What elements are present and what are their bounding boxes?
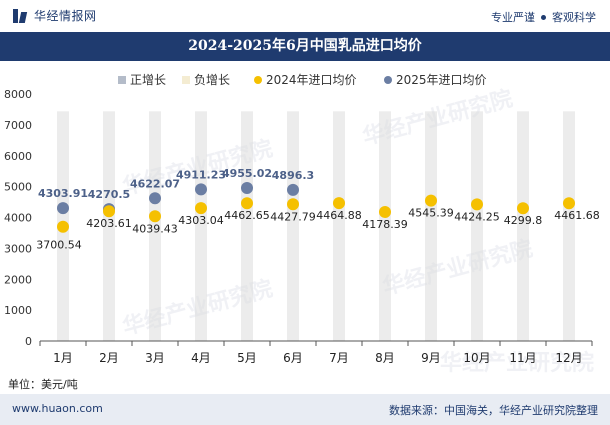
legend-label: 负增长: [194, 73, 230, 87]
background-band: [195, 111, 207, 341]
slogan-left: 专业严谨: [491, 11, 535, 24]
x-tick-label: 6月: [283, 351, 303, 365]
y-tick-label: 4000: [4, 212, 32, 225]
legend-swatch: [254, 76, 262, 84]
background-band: [425, 111, 437, 341]
point-2024: [287, 198, 299, 211]
background-band: [103, 111, 115, 341]
background-band: [287, 111, 299, 341]
x-tick-label: 8月: [375, 351, 395, 365]
site-url: www.huaon.com: [12, 402, 103, 415]
y-tick-label: 1000: [4, 304, 32, 317]
x-tick-label: 5月: [237, 351, 257, 365]
point-2025: [149, 192, 161, 205]
brand-name: 华经情报网: [34, 9, 97, 23]
point-2024: [379, 205, 391, 218]
point-2024: [517, 202, 529, 215]
title-bar: 2024-2025年6月中国乳品进口均价: [0, 32, 610, 61]
x-tick-label: 1月: [53, 351, 73, 365]
legend-label: 2025年进口均价: [396, 73, 487, 87]
y-axis: 0 1000 2000 3000 4000 5000 6000 7000 8000: [4, 88, 32, 348]
background-band: [333, 111, 345, 341]
y-tick-label: 0: [25, 335, 32, 348]
brand: 华经情报网: [12, 7, 97, 24]
label-2025: 4303.91: [38, 187, 88, 200]
slogan-right: 客观科学: [552, 11, 596, 24]
x-tick-label: 11月: [509, 351, 536, 365]
y-tick-label: 7000: [4, 119, 32, 132]
label-2024: 4424.25: [454, 210, 500, 223]
slogan: 专业严谨 客观科学: [491, 9, 596, 25]
point-2024: [149, 210, 161, 223]
label-2025: 4622.07: [130, 177, 180, 190]
brand-logo-icon: [12, 8, 28, 24]
x-tick-label: 2月: [99, 351, 119, 365]
label-2024: 4427.79: [270, 210, 316, 223]
point-2024: [241, 197, 253, 210]
label-2024: 4178.39: [362, 218, 408, 231]
legend-label: 正增长: [130, 73, 166, 87]
point-2024: [425, 194, 437, 207]
chart-title: 2024-2025年6月中国乳品进口均价: [188, 38, 422, 54]
x-tick-label: 10月: [463, 351, 490, 365]
point-2024: [471, 198, 483, 211]
background-band: [471, 111, 483, 341]
x-tick-label: 12月: [555, 351, 582, 365]
footer: www.huaon.com 数据来源：中国海关，华经产业研究院整理: [0, 394, 610, 425]
label-2024: 4461.68: [554, 209, 600, 222]
data-marks: [57, 182, 575, 233]
label-2024: 4545.39: [408, 207, 454, 220]
legend-swatch: [182, 76, 190, 84]
point-2024: [333, 197, 345, 210]
legend: 正增长 负增长 2024年进口均价 2025年进口均价: [118, 73, 487, 87]
y-tick-label: 6000: [4, 150, 32, 163]
point-2025: [57, 202, 69, 215]
background-band: [241, 111, 253, 341]
y-tick-label: 3000: [4, 242, 32, 255]
data-source: 数据来源：中国海关，华经产业研究院整理: [389, 404, 598, 417]
background-band: [517, 111, 529, 341]
point-2024: [563, 197, 575, 210]
label-2025: 4896.3: [272, 169, 314, 182]
point-2025: [287, 183, 299, 196]
label-2024: 4299.8: [504, 214, 543, 227]
legend-label: 2024年进口均价: [266, 73, 357, 87]
label-2024: 4464.88: [316, 209, 362, 222]
label-2024: 4303.04: [178, 214, 224, 227]
label-2025: 4911.23: [176, 168, 226, 181]
chart-area: 正增长 负增长 2024年进口均价 2025年进口均价 0 1000 2000 3000 40…: [4, 73, 600, 365]
label-2025: 4955.02: [222, 167, 272, 180]
point-2024: [103, 205, 115, 218]
bullet-dot-icon: [541, 14, 546, 20]
point-2025: [241, 182, 253, 195]
legend-swatch: [384, 76, 392, 84]
x-tick-label: 7月: [329, 351, 349, 365]
x-tick-label: 3月: [145, 351, 165, 365]
label-2024: 4203.61: [86, 217, 132, 230]
x-axis: 1月 2月 3月 4月 5月 6月 7月 8月 9月 10月 11月 12月: [39, 340, 593, 365]
point-2024: [57, 220, 69, 233]
y-tick-label: 5000: [4, 181, 32, 194]
unit-label: 单位：美元/吨: [8, 378, 78, 391]
label-2024: 4039.43: [132, 222, 178, 235]
legend-swatch: [118, 76, 126, 84]
background-band: [563, 111, 575, 341]
label-2024: 3700.54: [36, 239, 82, 252]
top-bar: 华经情报网 专业严谨 客观科学: [0, 0, 610, 32]
point-2024: [195, 202, 207, 215]
background-band: [149, 111, 161, 341]
point-2025: [195, 183, 207, 196]
y-tick-label: 8000: [4, 88, 32, 101]
label-2024: 4462.65: [224, 209, 270, 222]
x-tick-label: 4月: [191, 351, 211, 365]
background-bands: [57, 111, 575, 341]
label-2025: 4270.5: [88, 188, 130, 201]
x-tick-label: 9月: [421, 351, 441, 365]
background-band: [379, 111, 391, 341]
y-tick-label: 2000: [4, 273, 32, 286]
